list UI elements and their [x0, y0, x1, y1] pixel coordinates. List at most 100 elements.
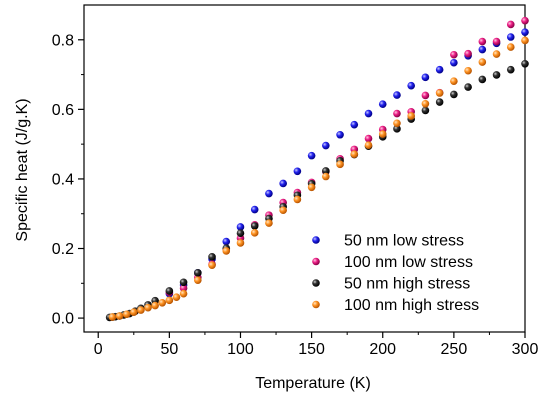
data-point: [521, 59, 529, 68]
data-point: [464, 66, 472, 75]
data-point: [478, 58, 487, 66]
data-point: [435, 65, 444, 74]
data-point: [506, 65, 515, 74]
data-point: [179, 289, 188, 298]
x-tick-label: 200: [369, 341, 396, 358]
data-point: [265, 219, 273, 227]
data-point: [222, 247, 231, 255]
data-point: [407, 81, 415, 90]
data-point: [122, 310, 131, 319]
data-point: [492, 37, 501, 46]
legend: 50 nm low stress 100 nm low stress 50 nm h…: [312, 233, 479, 314]
data-point: [393, 109, 401, 118]
x-axis: 0 50 100 150 200 250 300: [94, 332, 539, 358]
data-point: [115, 312, 124, 320]
legend-label: 100 nm high stress: [344, 297, 479, 314]
x-tick-label: 100: [227, 341, 254, 358]
data-point: [322, 167, 330, 175]
data-point: [336, 130, 344, 139]
data-point: [222, 237, 231, 246]
data-point: [236, 229, 245, 238]
data-point: [279, 206, 287, 215]
x-tick-label: 0: [94, 341, 103, 358]
data-point: [464, 49, 472, 58]
data-point: [450, 58, 458, 67]
x-axis-title: Temperature (K): [255, 375, 371, 392]
data-point: [208, 261, 216, 270]
data-point: [421, 91, 430, 100]
data-point: [165, 296, 174, 305]
x-tick-label: 300: [512, 341, 539, 358]
data-point: [172, 293, 181, 302]
data-point: [350, 120, 359, 129]
x-tick-label: 50: [160, 341, 178, 358]
data-point: [364, 109, 373, 118]
data-point: [250, 205, 259, 214]
data-point: [236, 223, 245, 231]
data-point: [421, 106, 430, 115]
data-point: [407, 112, 415, 120]
data-point: [478, 45, 487, 54]
data-point: [478, 75, 487, 84]
data-point: [393, 125, 401, 133]
data-point: [492, 50, 501, 58]
data-point: [421, 73, 430, 82]
data-point: [336, 160, 344, 169]
legend-marker: [312, 279, 320, 287]
data-point: [208, 253, 216, 261]
data-point: [506, 33, 515, 41]
data-point: [478, 37, 487, 46]
data-point: [506, 20, 515, 29]
y-tick-label: 0.6: [52, 102, 74, 119]
data-point: [129, 308, 138, 316]
data-point: [322, 141, 330, 150]
legend-label: 100 nm low stress: [344, 254, 473, 271]
legend-marker: [312, 257, 320, 266]
y-tick-label: 0.0: [52, 311, 74, 328]
data-point: [151, 301, 159, 310]
legend-label: 50 nm high stress: [344, 276, 470, 293]
data-point: [194, 276, 202, 284]
data-point: [250, 229, 259, 237]
data-point: [158, 298, 167, 307]
data-point: [250, 222, 259, 230]
data-point: [307, 183, 316, 192]
data-point: [521, 16, 529, 25]
data-point: [435, 89, 444, 97]
data-point: [506, 43, 515, 51]
data-point: [450, 77, 458, 85]
data-point: [364, 134, 373, 143]
data-point: [393, 119, 401, 128]
data-point: [279, 179, 287, 188]
y-axis-title: Specific heat (J/g.K): [14, 98, 31, 241]
data-point: [421, 99, 430, 108]
data-point: [521, 36, 529, 45]
plot-frame: [83, 4, 526, 333]
data-point: [492, 71, 501, 79]
data-point: [179, 284, 188, 292]
y-axis: 0.0 0.2 0.4 0.6 0.8: [52, 32, 84, 328]
data-point: [108, 313, 117, 321]
data-point: [350, 150, 359, 159]
data-point: [236, 239, 245, 247]
legend-label: 50 nm low stress: [344, 233, 464, 250]
data-point: [364, 141, 373, 149]
data-point: [293, 195, 302, 204]
legend-marker: [312, 300, 320, 309]
data-point: [464, 83, 472, 91]
data-point: [165, 287, 174, 295]
data-point: [450, 50, 458, 59]
data-points: [105, 16, 529, 322]
y-tick-label: 0.4: [52, 171, 74, 188]
data-point: [194, 269, 202, 277]
data-point: [378, 130, 387, 138]
data-point: [179, 278, 188, 287]
x-tick-label: 250: [441, 341, 468, 358]
data-point: [521, 28, 529, 36]
data-point: [293, 167, 302, 176]
data-point: [322, 172, 330, 181]
data-point: [393, 91, 401, 99]
y-tick-label: 0.8: [52, 32, 74, 49]
data-point: [435, 98, 444, 106]
plot-area: [83, 4, 526, 333]
